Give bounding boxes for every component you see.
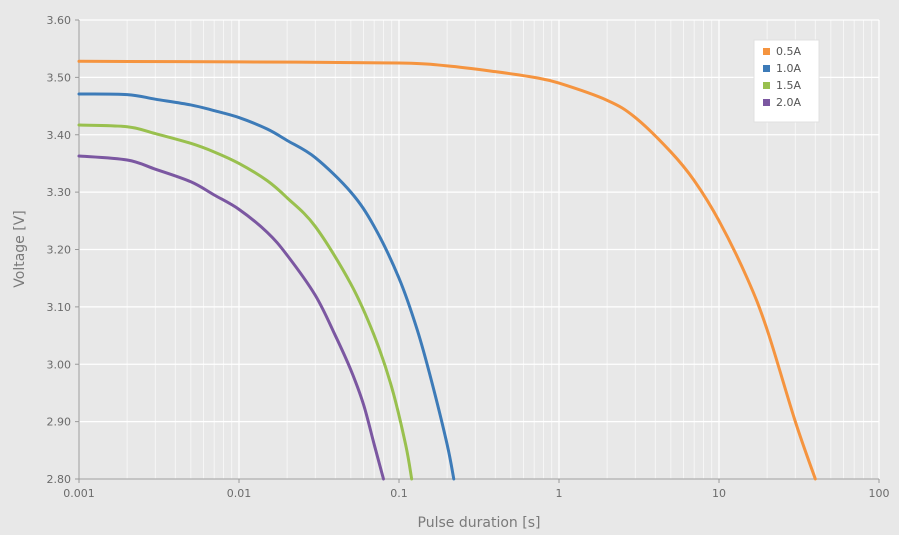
y-tick-label: 3.10 — [47, 301, 72, 314]
y-tick-label: 3.30 — [47, 186, 72, 199]
legend: 0.5A 1.0A 1.5A 2.0A — [753, 39, 820, 123]
x-tick-label: 10 — [712, 487, 726, 500]
x-tick-label: 100 — [869, 487, 890, 500]
y-tick-label: 2.90 — [47, 416, 72, 429]
x-tick-label: 0.001 — [63, 487, 95, 500]
x-axis-title: Pulse duration [s] — [418, 515, 541, 531]
axis-layer: 0.001 0.01 0.1 1 10 100 2.80 2.90 3.00 3.10 3.20 3.… — [47, 14, 890, 500]
legend-swatch — [763, 99, 770, 106]
legend-label: 0.5A — [776, 45, 801, 58]
y-tick-label: 2.80 — [47, 473, 72, 486]
y-tick-label: 3.50 — [47, 71, 72, 84]
y-tick-label: 3.40 — [47, 129, 72, 142]
x-tick-label: 0.01 — [227, 487, 252, 500]
x-tick-label: 1 — [556, 487, 563, 500]
y-tick-label: 3.60 — [47, 14, 72, 27]
series-layer — [77, 59, 817, 481]
legend-label: 2.0A — [776, 96, 801, 109]
legend-label: 1.5A — [776, 79, 801, 92]
legend-swatch — [763, 65, 770, 72]
legend-label: 1.0A — [776, 62, 801, 75]
legend-swatch — [763, 48, 770, 55]
series-line-1-5A — [77, 123, 414, 481]
x-tick-label: 0.1 — [390, 487, 408, 500]
y-tick-label: 3.00 — [47, 358, 72, 371]
y-tick-label: 3.20 — [47, 244, 72, 257]
legend-swatch — [763, 82, 770, 89]
grid-layer — [78, 19, 880, 480]
y-axis-title: Voltage [V] — [12, 210, 28, 287]
series-line-1-0A — [77, 92, 456, 481]
series-line-2-0A — [77, 154, 385, 481]
series-line-0-5A — [77, 59, 817, 481]
